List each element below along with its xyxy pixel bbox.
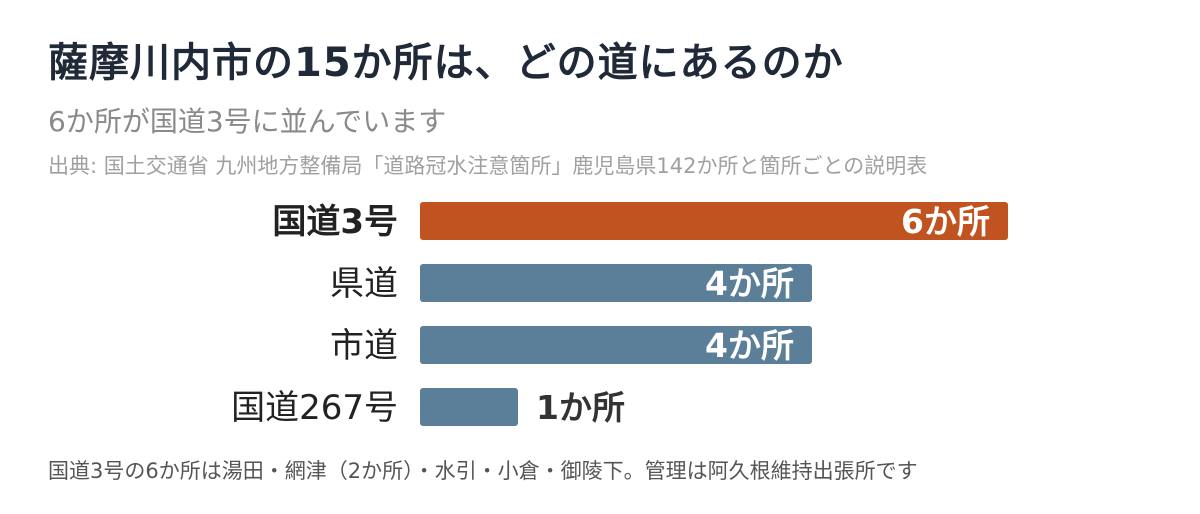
data-label: 4か所	[705, 264, 794, 303]
data-label: 6か所	[901, 202, 990, 241]
data-label: 1か所	[536, 388, 625, 427]
chart-title: 薩摩川内市の15か所は、どの道にあるのか	[48, 40, 844, 86]
data-label: 4か所	[705, 326, 794, 365]
category-label: 国道267号	[231, 388, 398, 428]
bar	[420, 326, 812, 364]
category-label: 市道	[330, 326, 398, 366]
bar	[420, 264, 812, 302]
bar	[420, 202, 1008, 240]
category-label: 県道	[330, 264, 398, 304]
footnote: 国道3号の6か所は湯田・網津（2か所）・水引・小倉・御陵下。管理は阿久根維持出張…	[48, 459, 918, 483]
bar	[420, 388, 518, 426]
category-label: 国道3号	[272, 202, 398, 242]
chart-subtitle: 6か所が国道3号に並んでいます	[48, 105, 447, 138]
source-note: 出典: 国土交通省 九州地方整備局「道路冠水注意箇所」鹿児島県142か所と箇所ご…	[48, 154, 928, 178]
